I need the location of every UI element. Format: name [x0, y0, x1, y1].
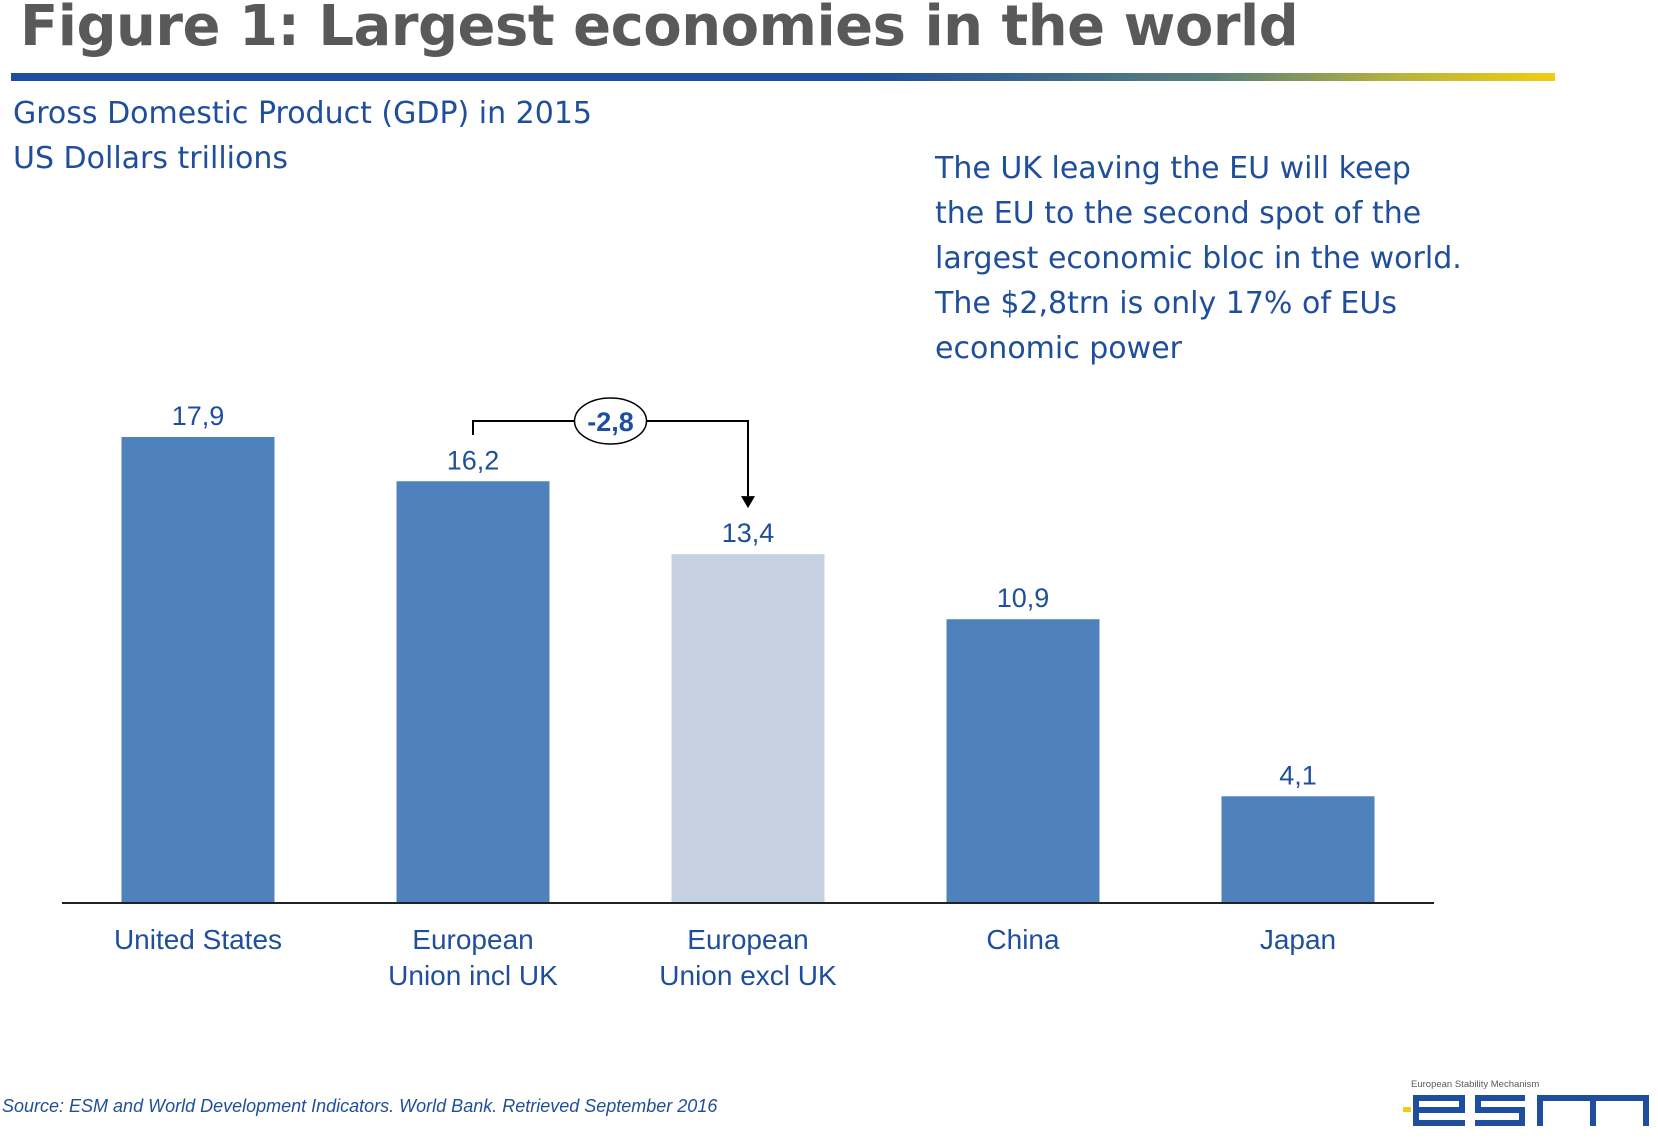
- annotation-line: the EU to the second spot of the: [935, 196, 1422, 231]
- bar: [946, 619, 1100, 903]
- annotation-line: economic power: [935, 331, 1182, 366]
- bar: [396, 481, 550, 903]
- difference-arrowhead: [741, 496, 755, 509]
- chart-unit-label: US Dollars trillions: [13, 141, 288, 176]
- esm-logo: [1403, 1095, 1649, 1126]
- page-title: Figure 1: Largest economies in the world: [20, 0, 1299, 59]
- difference-badge: [573, 397, 648, 445]
- data-label: 16,2: [447, 445, 500, 475]
- bar: [121, 437, 275, 903]
- title-underline: [11, 73, 1555, 81]
- logo-caption: European Stability Mechanism: [1411, 1079, 1540, 1090]
- difference-bracket-right: [646, 420, 749, 497]
- annotation-line: The UK leaving the EU will keep: [935, 151, 1411, 186]
- source-note: Source: ESM and World Development Indica…: [2, 1096, 718, 1116]
- difference-label: -2,8: [587, 407, 634, 437]
- annotation-text: The UK leaving the EU will keep the EU t…: [935, 146, 1555, 371]
- category-label: China: [986, 924, 1060, 955]
- category-label: European: [412, 924, 533, 955]
- annotation-line: The $2,8trn is only 17% of EUs: [935, 286, 1397, 321]
- data-label: 17,9: [172, 401, 225, 431]
- data-label: 10,9: [997, 583, 1050, 613]
- category-label: Union incl UK: [388, 960, 558, 991]
- category-label: Union excl UK: [659, 960, 837, 991]
- data-label: 13,4: [722, 518, 775, 548]
- data-label: 4,1: [1279, 760, 1317, 790]
- chart-subtitle: Gross Domestic Product (GDP) in 2015: [13, 96, 593, 131]
- category-label: European: [687, 924, 808, 955]
- annotation-line: largest economic bloc in the world.: [935, 241, 1462, 276]
- category-label: Japan: [1260, 924, 1336, 955]
- bar: [671, 554, 825, 903]
- category-label: United States: [114, 924, 282, 955]
- bar: [1221, 796, 1375, 903]
- difference-bracket-left: [472, 420, 575, 435]
